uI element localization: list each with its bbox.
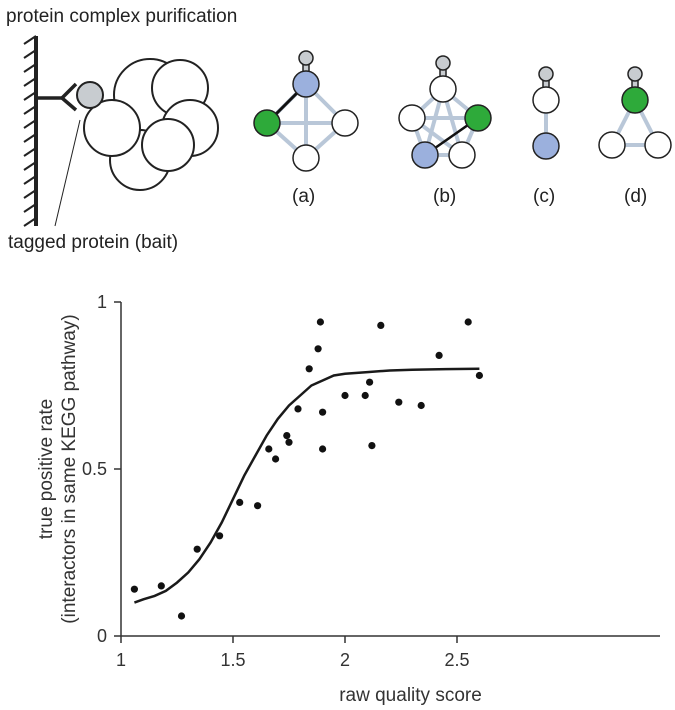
blue-node [532, 132, 560, 160]
data-point [285, 438, 293, 446]
green-node [464, 104, 492, 132]
complex-diagram [23, 35, 672, 227]
data-point [177, 612, 186, 620]
bait-node [532, 86, 560, 114]
figure-title: protein complex purification [6, 6, 238, 27]
data-point [464, 318, 472, 326]
y-axis-label: true positive rate [36, 399, 57, 539]
data-point [305, 365, 313, 373]
y-ticks: 00.51 [82, 292, 121, 646]
subpanel-label-d: (d) [624, 186, 648, 207]
bait-tag-icon [76, 81, 104, 109]
tag-icon [538, 66, 554, 82]
prey-node [292, 144, 320, 172]
data-point [216, 532, 224, 540]
data-point [272, 455, 280, 463]
tag-icon [298, 50, 314, 66]
data-point [254, 502, 262, 510]
tag-icon [627, 66, 643, 82]
complex-c [532, 66, 560, 160]
tag-icon [435, 55, 451, 71]
data-point [361, 391, 369, 400]
data-point [319, 408, 327, 416]
complex-protein-circle [141, 118, 195, 172]
bait-pointer-line [54, 119, 81, 227]
data-point [395, 398, 403, 406]
data-point [475, 371, 483, 380]
prey-node [331, 109, 359, 137]
complex-protein-circle [83, 99, 141, 157]
data-point [368, 442, 376, 450]
data-point [377, 321, 385, 329]
subpanel-label-a: (a) [292, 186, 316, 207]
wall-hatching [23, 35, 37, 227]
data-point [265, 445, 273, 453]
data-point [294, 405, 302, 413]
data-point [314, 345, 322, 353]
x-ticks: 1 1.5 2 2.5 [116, 636, 470, 670]
data-point [341, 391, 349, 400]
blue-node [411, 141, 439, 169]
green-node [253, 109, 281, 137]
subpanel-label-c: (c) [533, 186, 556, 207]
data-point [283, 432, 291, 440]
y-tick-label: 0.5 [82, 459, 107, 479]
data-point [319, 445, 327, 453]
x-tick-label: 1.5 [220, 650, 245, 670]
bait-node [292, 70, 320, 98]
data-point [435, 351, 443, 359]
data-points [130, 318, 483, 620]
bait-node [429, 75, 457, 103]
subpanel-label-b: (b) [433, 186, 457, 207]
data-point [193, 545, 201, 553]
antibody-linker [36, 82, 78, 112]
complex-d [598, 66, 672, 159]
complex-b [398, 55, 492, 169]
prey-node [398, 104, 426, 132]
data-point [316, 318, 324, 326]
data-point [157, 582, 165, 590]
x-axis-label: raw quality score [339, 685, 482, 706]
fit-curve [133, 367, 480, 604]
y-axis-label-sub: (interactors in same KEGG pathway) [59, 314, 80, 623]
x-tick-label: 2 [340, 650, 350, 670]
y-tick-label: 0 [97, 626, 107, 646]
data-point [417, 401, 425, 410]
bait-label: tagged protein (bait) [8, 232, 179, 253]
complex-a [253, 50, 359, 172]
x-tick-label: 1 [116, 650, 126, 670]
prey-node [644, 131, 672, 159]
data-point [130, 585, 138, 593]
data-point [236, 498, 244, 506]
bait-node [621, 86, 649, 114]
prey-node [448, 141, 476, 169]
x-tick-label: 2.5 [444, 650, 469, 670]
y-tick-label: 1 [97, 292, 107, 312]
purification-schematic [23, 35, 219, 227]
data-point [366, 378, 374, 386]
prey-node [598, 131, 626, 159]
